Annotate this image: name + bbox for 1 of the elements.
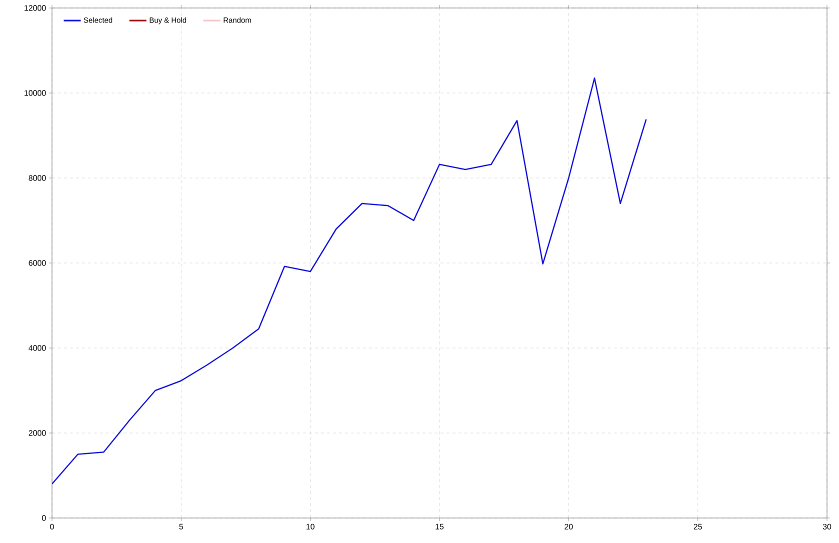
line-series [52, 77, 647, 485]
